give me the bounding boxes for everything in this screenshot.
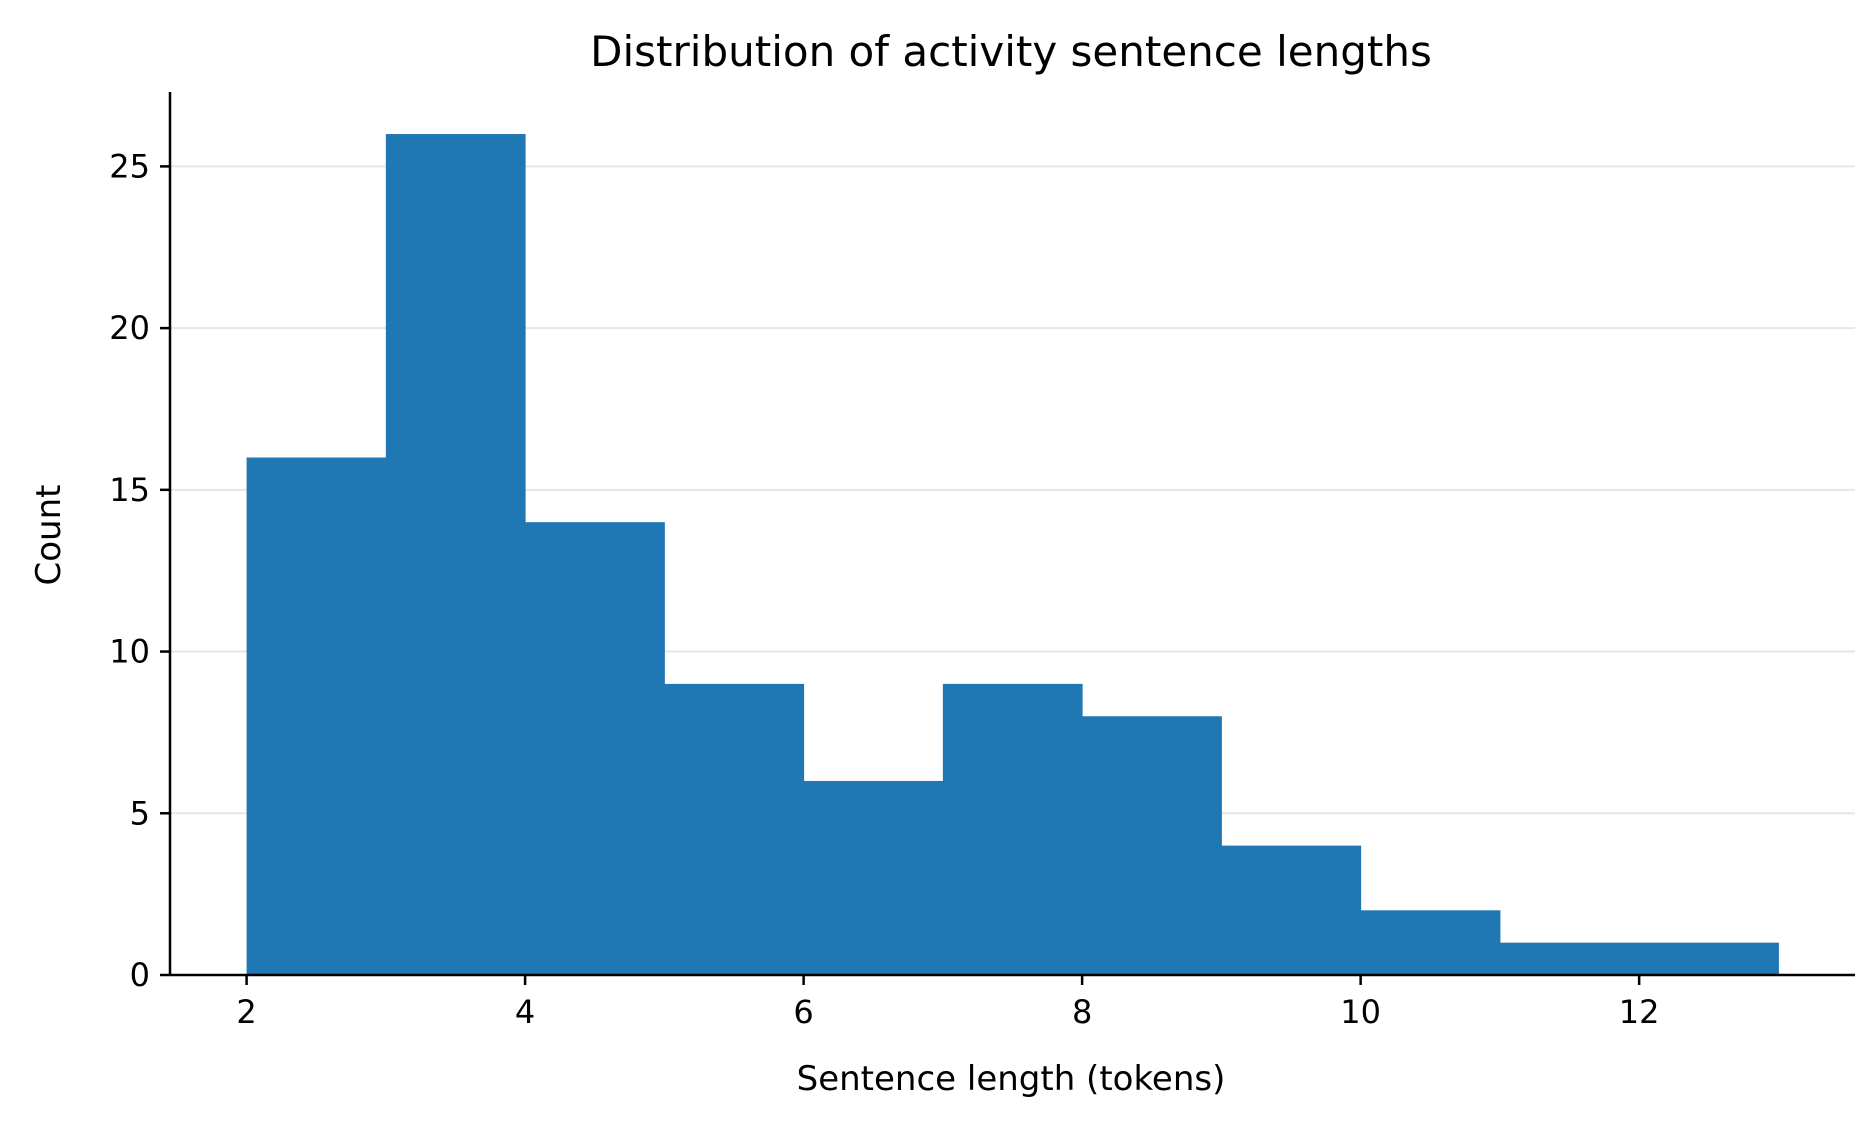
y-tick-label: 15: [109, 471, 150, 509]
histogram-bar: [942, 683, 1083, 975]
x-tick-label: 12: [1619, 993, 1660, 1031]
histogram-bar: [664, 683, 805, 975]
y-axis-title: Count: [29, 485, 69, 586]
histogram-bar: [1082, 716, 1222, 975]
y-tick-label: 5: [130, 794, 150, 832]
y-tick-label: 25: [109, 147, 150, 185]
y-tick-label: 0: [130, 956, 150, 994]
y-tick-label: 20: [109, 309, 150, 347]
x-tick-label: 2: [236, 993, 256, 1031]
histogram-bars: [246, 134, 1779, 976]
histogram-bar: [246, 457, 387, 975]
y-tick-label: 10: [109, 633, 150, 671]
axes: [168, 92, 1855, 977]
histogram-bar: [525, 522, 665, 975]
histogram-bar: [803, 780, 944, 975]
x-axis-title: Sentence length (tokens): [797, 1059, 1226, 1099]
histogram-bar: [1639, 942, 1779, 975]
y-axis-ticks: 0 5 10 15 20 25: [109, 147, 170, 994]
chart-title: Distribution of activity sentence length…: [590, 27, 1432, 76]
histogram-bar: [1221, 845, 1362, 975]
x-tick-label: 8: [1072, 993, 1092, 1031]
x-axis-ticks: 2 4 6 8 10 12: [236, 975, 1660, 1031]
x-tick-label: 4: [515, 993, 535, 1031]
histogram-bar: [385, 134, 526, 976]
histogram-bar: [1499, 942, 1640, 975]
histogram-bar: [1360, 910, 1501, 975]
x-tick-label: 6: [793, 993, 813, 1031]
x-tick-label: 10: [1340, 993, 1381, 1031]
